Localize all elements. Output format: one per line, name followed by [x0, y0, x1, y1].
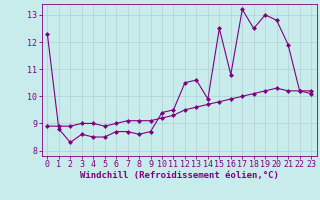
X-axis label: Windchill (Refroidissement éolien,°C): Windchill (Refroidissement éolien,°C) — [80, 171, 279, 180]
